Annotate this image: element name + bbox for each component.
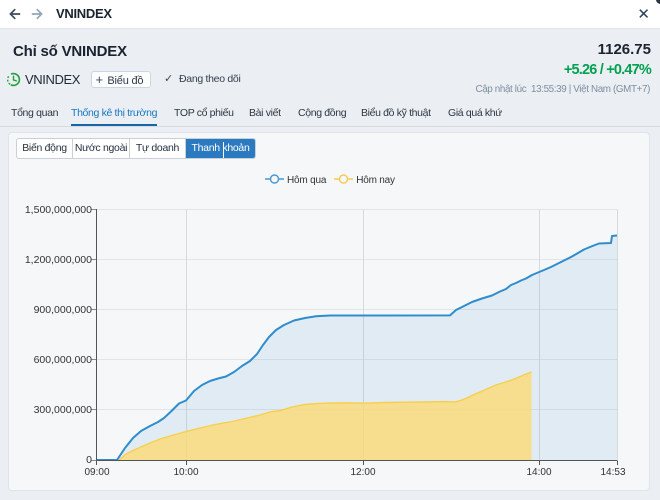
svg-text:0: 0 [86,454,92,466]
svg-text:900,000,000: 900,000,000 [34,304,93,316]
svg-text:300,000,000: 300,000,000 [34,404,93,416]
svg-text:1,500,000,000: 1,500,000,000 [25,204,92,216]
svg-text:1,200,000,000: 1,200,000,000 [25,254,92,266]
svg-text:14:00: 14:00 [526,467,551,478]
svg-text:10:00: 10:00 [173,467,198,478]
svg-text:600,000,000: 600,000,000 [34,354,93,366]
svg-text:12:00: 12:00 [350,467,375,478]
svg-text:14:53: 14:53 [600,467,625,478]
svg-text:09:00: 09:00 [84,467,109,478]
